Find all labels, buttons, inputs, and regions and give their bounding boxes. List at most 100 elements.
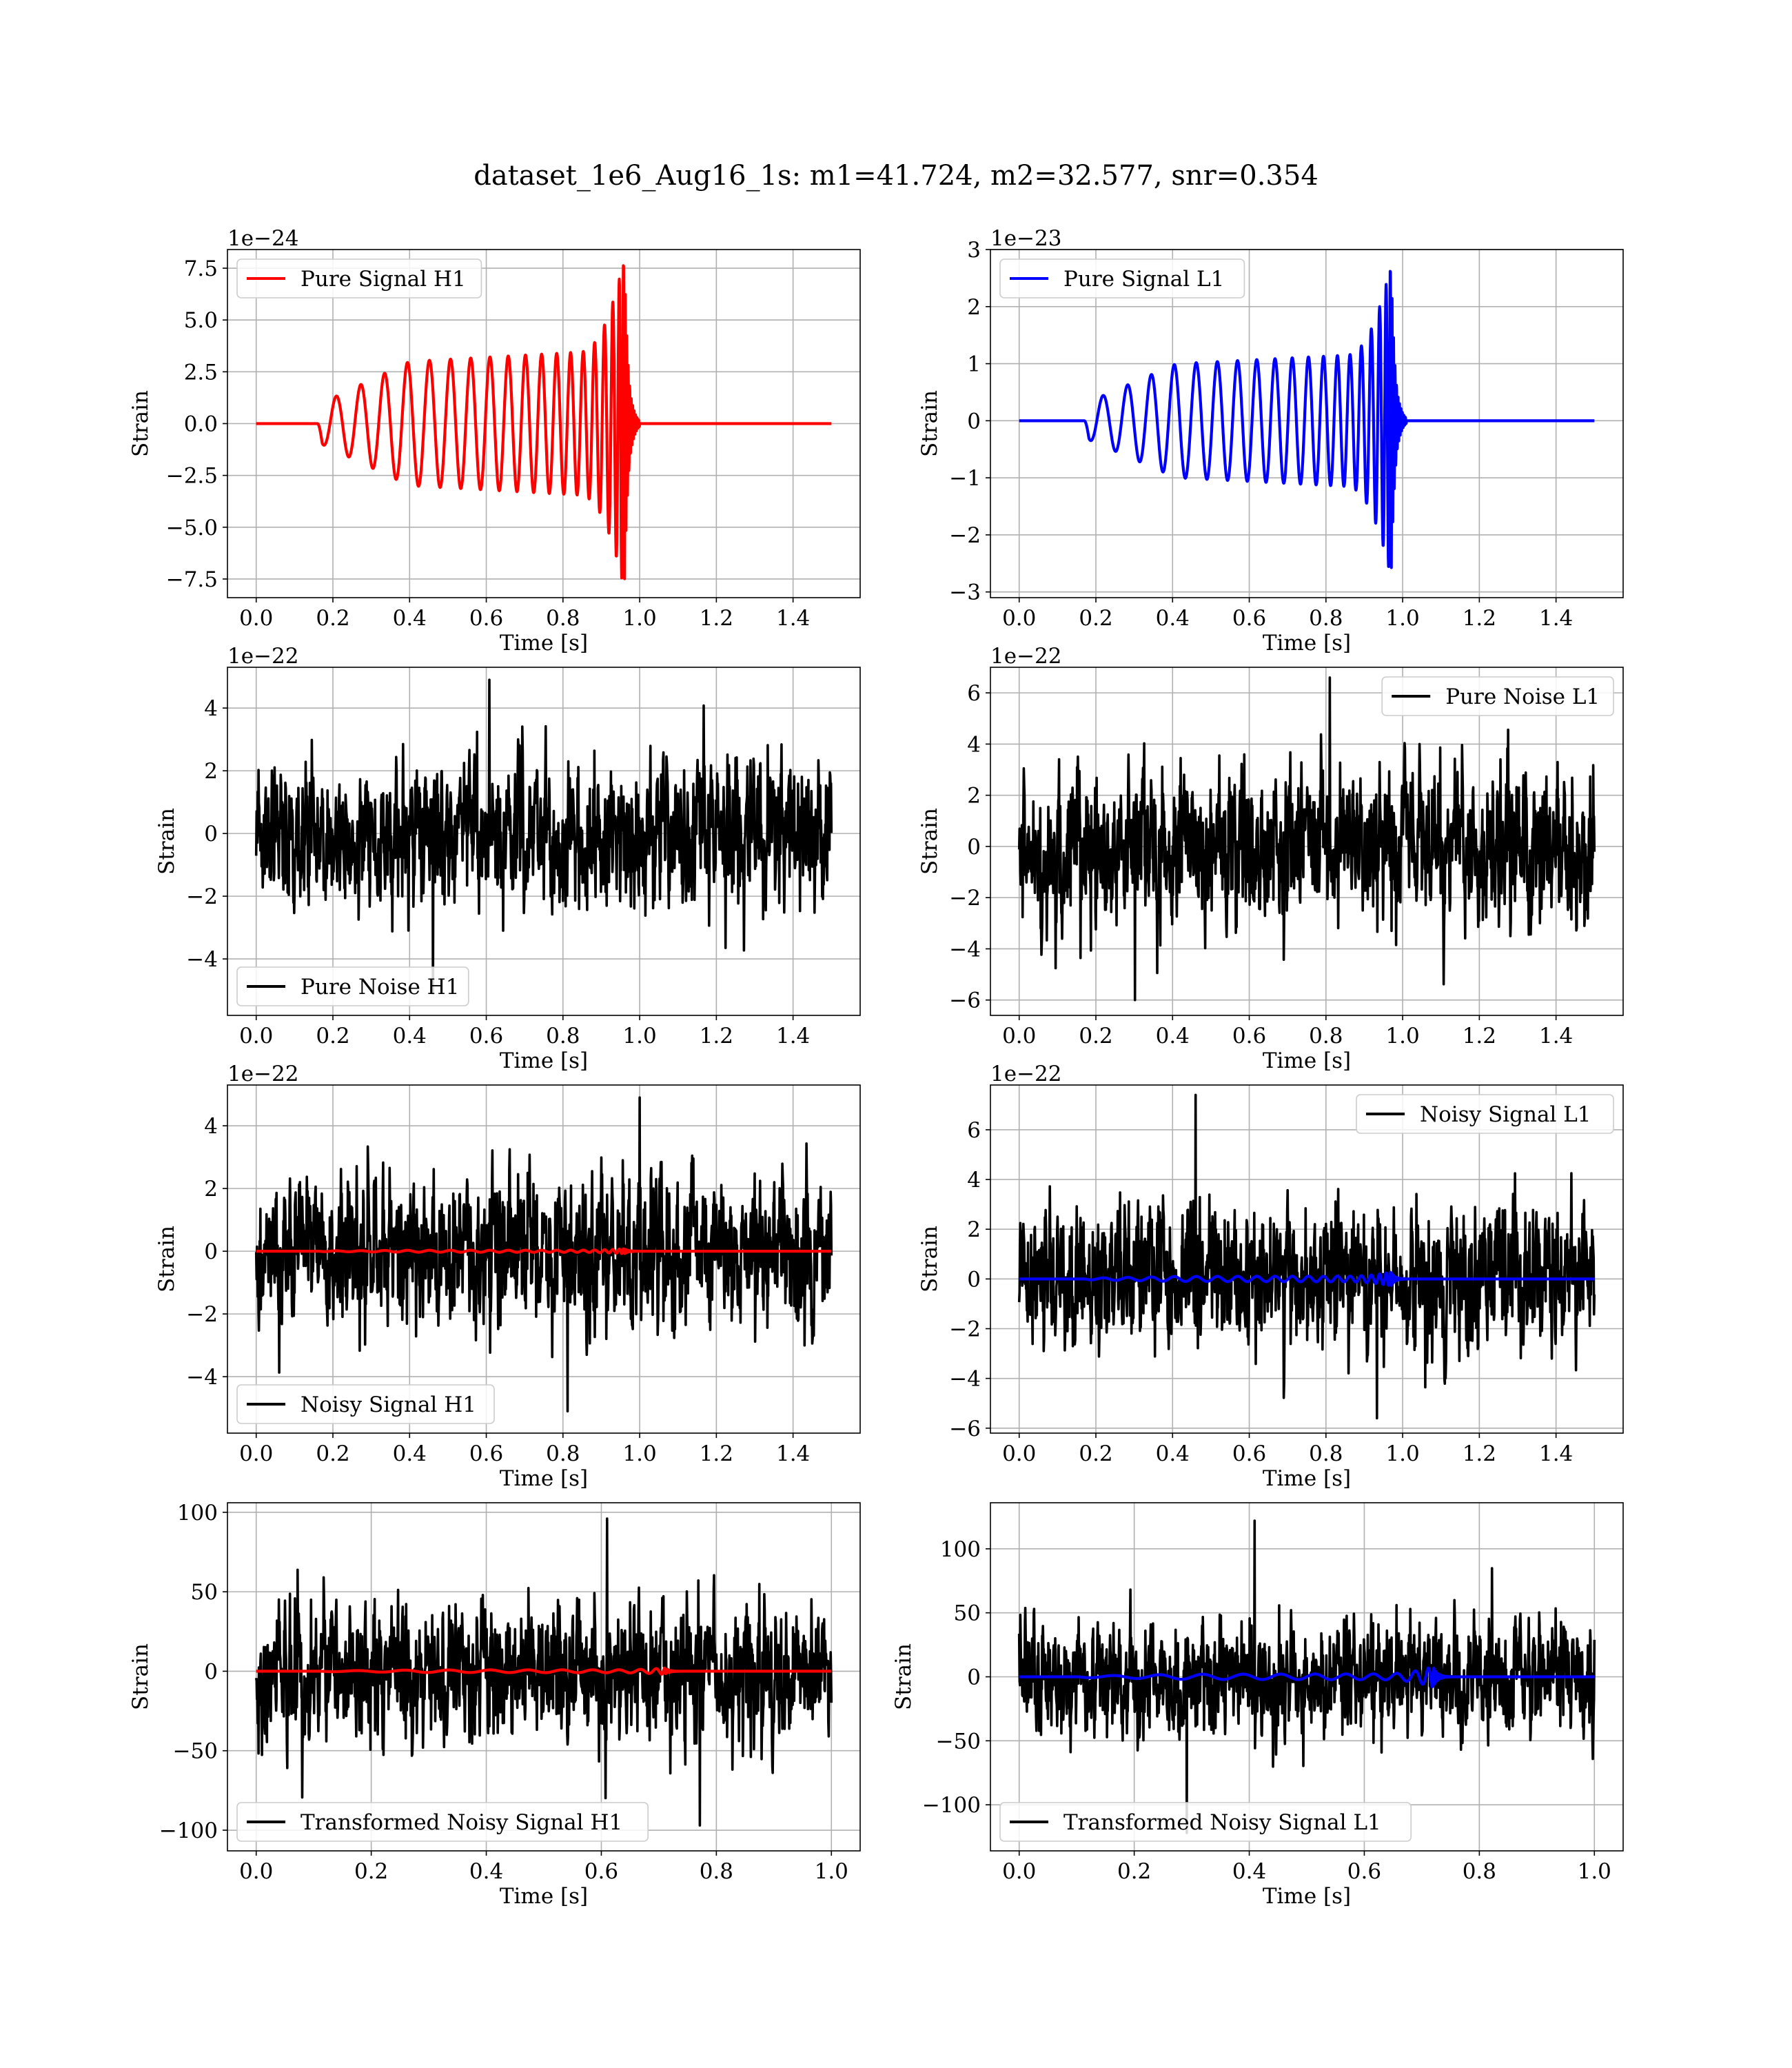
x-tick-label: 0.4 xyxy=(393,1024,427,1048)
y-tick-label: 50 xyxy=(954,1601,981,1626)
legend: Pure Noise H1 xyxy=(236,966,469,1006)
x-tick-label: 0.8 xyxy=(546,606,580,631)
axis-offset-text: 1e−23 xyxy=(990,226,1062,251)
x-tick-label: 1.4 xyxy=(1539,1024,1573,1048)
series-line-signal xyxy=(255,1247,833,1255)
y-tick-label: −4 xyxy=(949,937,981,962)
series-line-signal xyxy=(255,264,833,580)
y-tick-label: −50 xyxy=(173,1739,218,1764)
y-axis-label: Strain xyxy=(917,1226,942,1292)
legend-label: Pure Signal H1 xyxy=(301,267,466,292)
x-tick-label: 0.2 xyxy=(316,1024,349,1048)
y-tick-label: 0 xyxy=(967,1267,981,1292)
x-tick-label: 0.4 xyxy=(393,606,427,631)
y-tick-label: −100 xyxy=(922,1793,981,1818)
x-axis-label: Time [s] xyxy=(1263,1884,1351,1909)
axis-offset-text: 1e−24 xyxy=(227,226,299,251)
legend-label: Transformed Noisy Signal H1 xyxy=(301,1810,622,1835)
legend-label: Noisy Signal L1 xyxy=(1420,1102,1591,1127)
series-group xyxy=(1017,676,1596,1002)
x-tick-label: 1.2 xyxy=(700,1441,733,1466)
series-group xyxy=(254,1517,833,1827)
legend-box xyxy=(999,1802,1412,1842)
legend-label: Transformed Noisy Signal L1 xyxy=(1063,1810,1381,1835)
legend: Pure Signal L1 xyxy=(999,258,1245,298)
y-tick-label: 0 xyxy=(967,409,981,434)
subplot-pure-signal-h1: 0.0 0.2 0.4 0.6 0.8 1.0 1.2 1.4 −7.5 −5.0 −2.5 0.0 2… xyxy=(128,226,861,656)
x-tick-label: 1.2 xyxy=(1463,1441,1496,1466)
legend-box xyxy=(236,966,469,1006)
legend: Pure Noise L1 xyxy=(1381,676,1614,716)
x-tick-label: 1.2 xyxy=(1463,606,1496,631)
y-tick-label: −2 xyxy=(186,884,218,909)
subplot-noisy-signal-h1: 0.0 0.2 0.4 0.6 0.8 1.0 1.2 1.4 −4 −2 0 2 4 Time [s] S… xyxy=(154,1062,861,1491)
legend-box xyxy=(1356,1094,1614,1134)
series-line-noise xyxy=(1017,676,1596,1002)
x-tick-label: 0.2 xyxy=(1079,1024,1112,1048)
y-axis-label: Strain xyxy=(154,808,179,875)
y-axis-label: Strain xyxy=(917,808,942,875)
y-axis-label: Strain xyxy=(128,390,153,457)
x-tick-label: 0.8 xyxy=(700,1859,733,1884)
y-axis-label: Strain xyxy=(154,1226,179,1292)
legend: Noisy Signal H1 xyxy=(236,1384,495,1424)
subplot-transformed-noisy-signal-l1: 0.0 0.2 0.4 0.6 0.8 1.0 −100 −50 0 50 100 Time [s] S… xyxy=(891,1502,1624,1909)
x-tick-label: 0.6 xyxy=(469,606,503,631)
y-tick-label: 4 xyxy=(967,732,981,757)
x-tick-label: 0.8 xyxy=(546,1441,580,1466)
legend-label: Pure Signal L1 xyxy=(1063,267,1224,292)
y-tick-label: 2 xyxy=(967,295,981,320)
axis-offset-text: 1e−22 xyxy=(990,1062,1062,1086)
x-tick-label: 1.0 xyxy=(622,1441,656,1466)
x-tick-label: 0.6 xyxy=(1347,1859,1381,1884)
subplot-noisy-signal-l1: 0.0 0.2 0.4 0.6 0.8 1.0 1.2 1.4 −6 −4 −2 0 2 4 6 Time [… xyxy=(917,1062,1624,1491)
y-axis-label: Strain xyxy=(128,1643,153,1710)
y-axis-label: Strain xyxy=(917,390,942,457)
y-tick-label: 2 xyxy=(967,784,981,809)
legend: Pure Signal H1 xyxy=(236,258,482,298)
y-tick-label: 7.5 xyxy=(184,256,218,281)
x-tick-label: 0.4 xyxy=(1156,1441,1190,1466)
x-tick-label: 0.2 xyxy=(1079,606,1112,631)
y-tick-label: 2 xyxy=(967,1217,981,1242)
y-tick-label: −1 xyxy=(949,466,981,491)
x-tick-label: 0.0 xyxy=(239,1859,273,1884)
x-tick-label: 0.0 xyxy=(1002,1024,1036,1048)
x-tick-label: 0.2 xyxy=(1079,1441,1112,1466)
series-group xyxy=(1017,1093,1596,1420)
y-tick-label: −6 xyxy=(949,1417,981,1441)
series-line-noise xyxy=(1017,1093,1596,1420)
x-tick-label: 0.8 xyxy=(1309,1441,1343,1466)
x-tick-label: 0.0 xyxy=(239,1441,273,1466)
y-tick-label: 0 xyxy=(967,835,981,860)
x-tick-label: 0.0 xyxy=(1002,606,1036,631)
series-line-signal xyxy=(255,1666,833,1676)
y-tick-label: 0.0 xyxy=(184,412,218,437)
y-tick-label: −4 xyxy=(186,947,218,972)
y-tick-label: 100 xyxy=(940,1537,981,1562)
legend: Transformed Noisy Signal L1 xyxy=(999,1802,1412,1842)
y-tick-label: 5.0 xyxy=(184,308,218,333)
x-axis-label: Time [s] xyxy=(1263,1466,1351,1491)
subplot-grid: 0.0 0.2 0.4 0.6 0.8 1.0 1.2 1.4 −7.5 −5.0 −2.5 0.0 2… xyxy=(128,226,1624,1909)
x-tick-label: 1.2 xyxy=(700,1024,733,1048)
legend-box xyxy=(999,258,1245,298)
x-tick-label: 1.0 xyxy=(622,1024,656,1048)
x-tick-label: 0.4 xyxy=(393,1441,427,1466)
x-tick-label: 0.0 xyxy=(239,1024,273,1048)
x-tick-label: 0.2 xyxy=(1117,1859,1151,1884)
y-tick-label: 2 xyxy=(204,1177,218,1202)
y-tick-label: −2 xyxy=(949,523,981,548)
series-line-noise xyxy=(1017,1519,1596,1834)
series-group xyxy=(1017,1519,1596,1834)
x-tick-label: 0.4 xyxy=(1232,1859,1266,1884)
x-tick-label: 1.0 xyxy=(1385,1024,1419,1048)
axes-frame xyxy=(227,1084,861,1434)
x-tick-label: 1.4 xyxy=(776,1441,810,1466)
x-tick-label: 0.2 xyxy=(316,1441,349,1466)
x-tick-label: 1.2 xyxy=(1463,1024,1496,1048)
series-group xyxy=(254,1096,833,1412)
axes-frame xyxy=(227,667,861,1016)
x-tick-label: 0.6 xyxy=(469,1441,503,1466)
series-group xyxy=(1018,270,1596,569)
